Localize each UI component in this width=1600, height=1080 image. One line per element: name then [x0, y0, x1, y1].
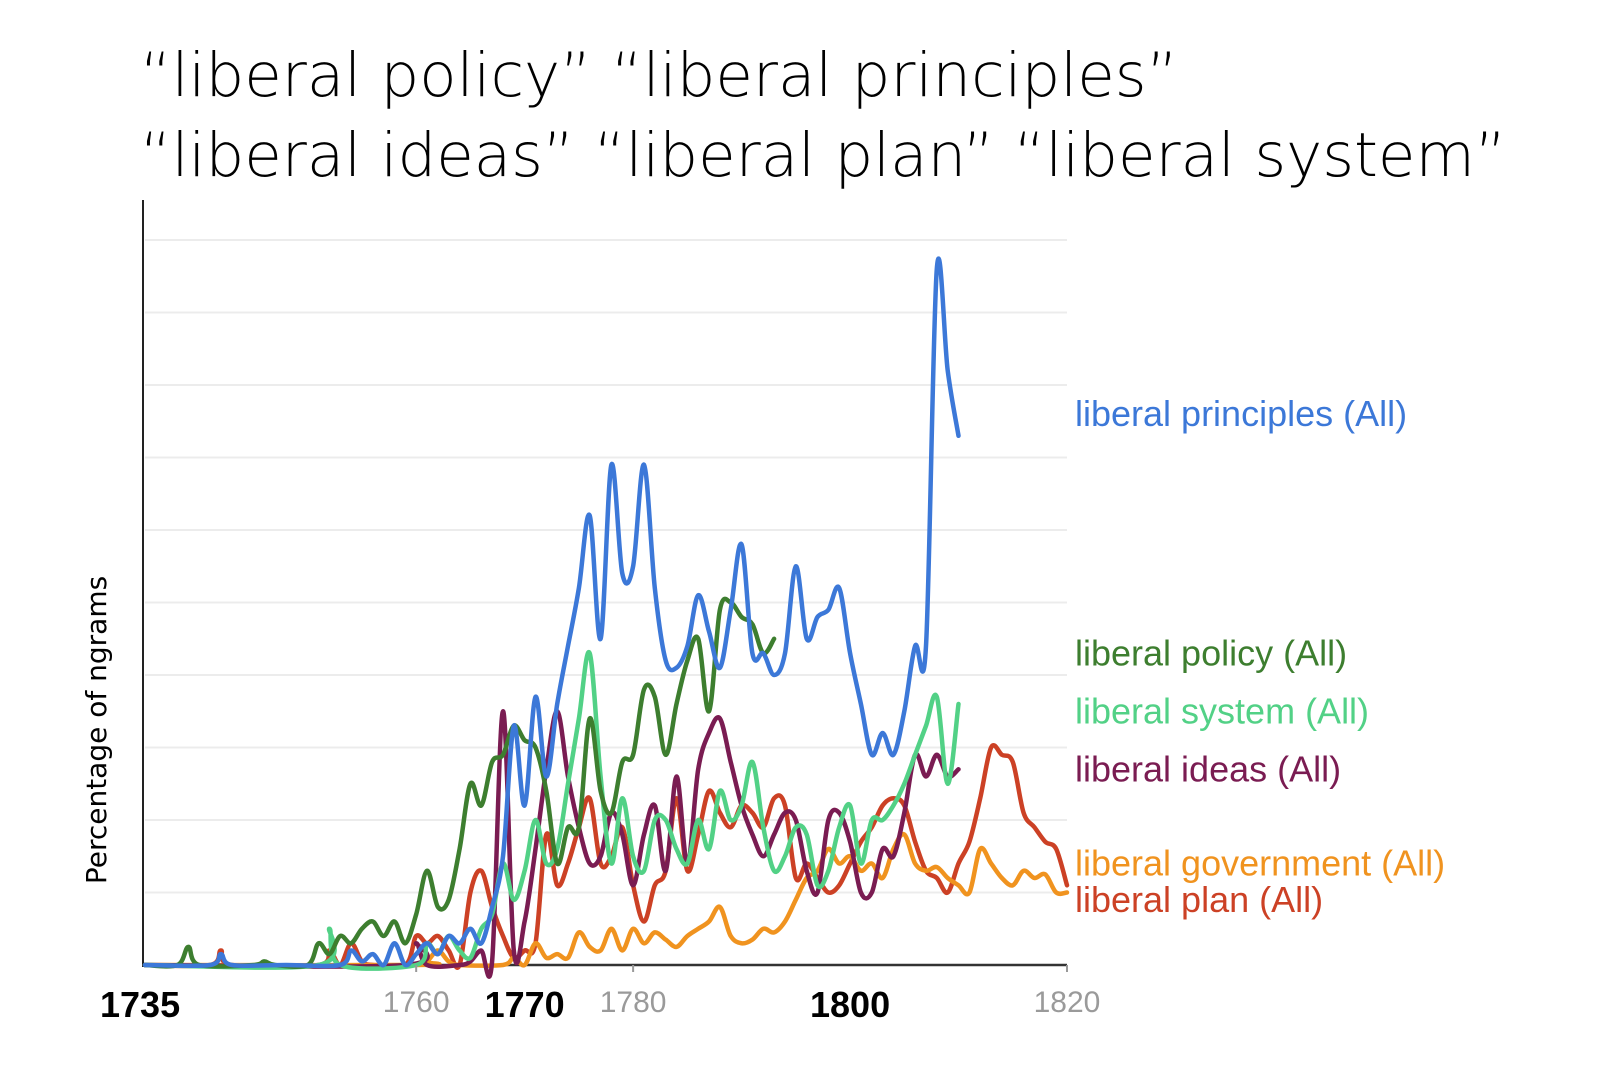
series-label-liberal-principles: liberal principles (All): [1075, 393, 1407, 434]
series-line-liberal-ideas: [142, 709, 961, 979]
x-tick-labels: 1735 1760 1770 1780 1800 1820: [100, 965, 1100, 1025]
x-tick-label: 1820: [1034, 986, 1101, 1019]
y-axis-label: Percentage of ngrams: [80, 576, 113, 884]
chart-title-line-2: “liberal ideas” “liberal plan” “liberal …: [140, 120, 1507, 191]
series-label-liberal-policy: liberal policy (All): [1075, 632, 1347, 673]
x-tick-label: 1780: [600, 986, 667, 1019]
x-tick-label: 1770: [485, 984, 565, 1025]
x-tick-label: 1760: [383, 986, 450, 1019]
series-label-liberal-government: liberal government (All): [1075, 843, 1445, 884]
x-tick-label: 1735: [100, 984, 180, 1025]
series-label-liberal-ideas: liberal ideas (All): [1075, 748, 1341, 789]
series-labels: liberal principles (All) liberal policy (…: [1075, 393, 1445, 920]
series-label-liberal-system: liberal system (All): [1075, 690, 1369, 731]
series-line-liberal-system: [142, 649, 961, 971]
series-label-liberal-plan: liberal plan (All): [1075, 879, 1323, 920]
series-layer: [142, 256, 1070, 979]
chart-title-line-1: “liberal policy” “liberal principles”: [140, 40, 1179, 111]
x-tick-label: 1800: [810, 984, 890, 1025]
series-line-liberal-policy: [142, 596, 777, 969]
series-line-liberal-government: [142, 831, 1070, 968]
series-line-liberal-principles: [142, 256, 961, 969]
